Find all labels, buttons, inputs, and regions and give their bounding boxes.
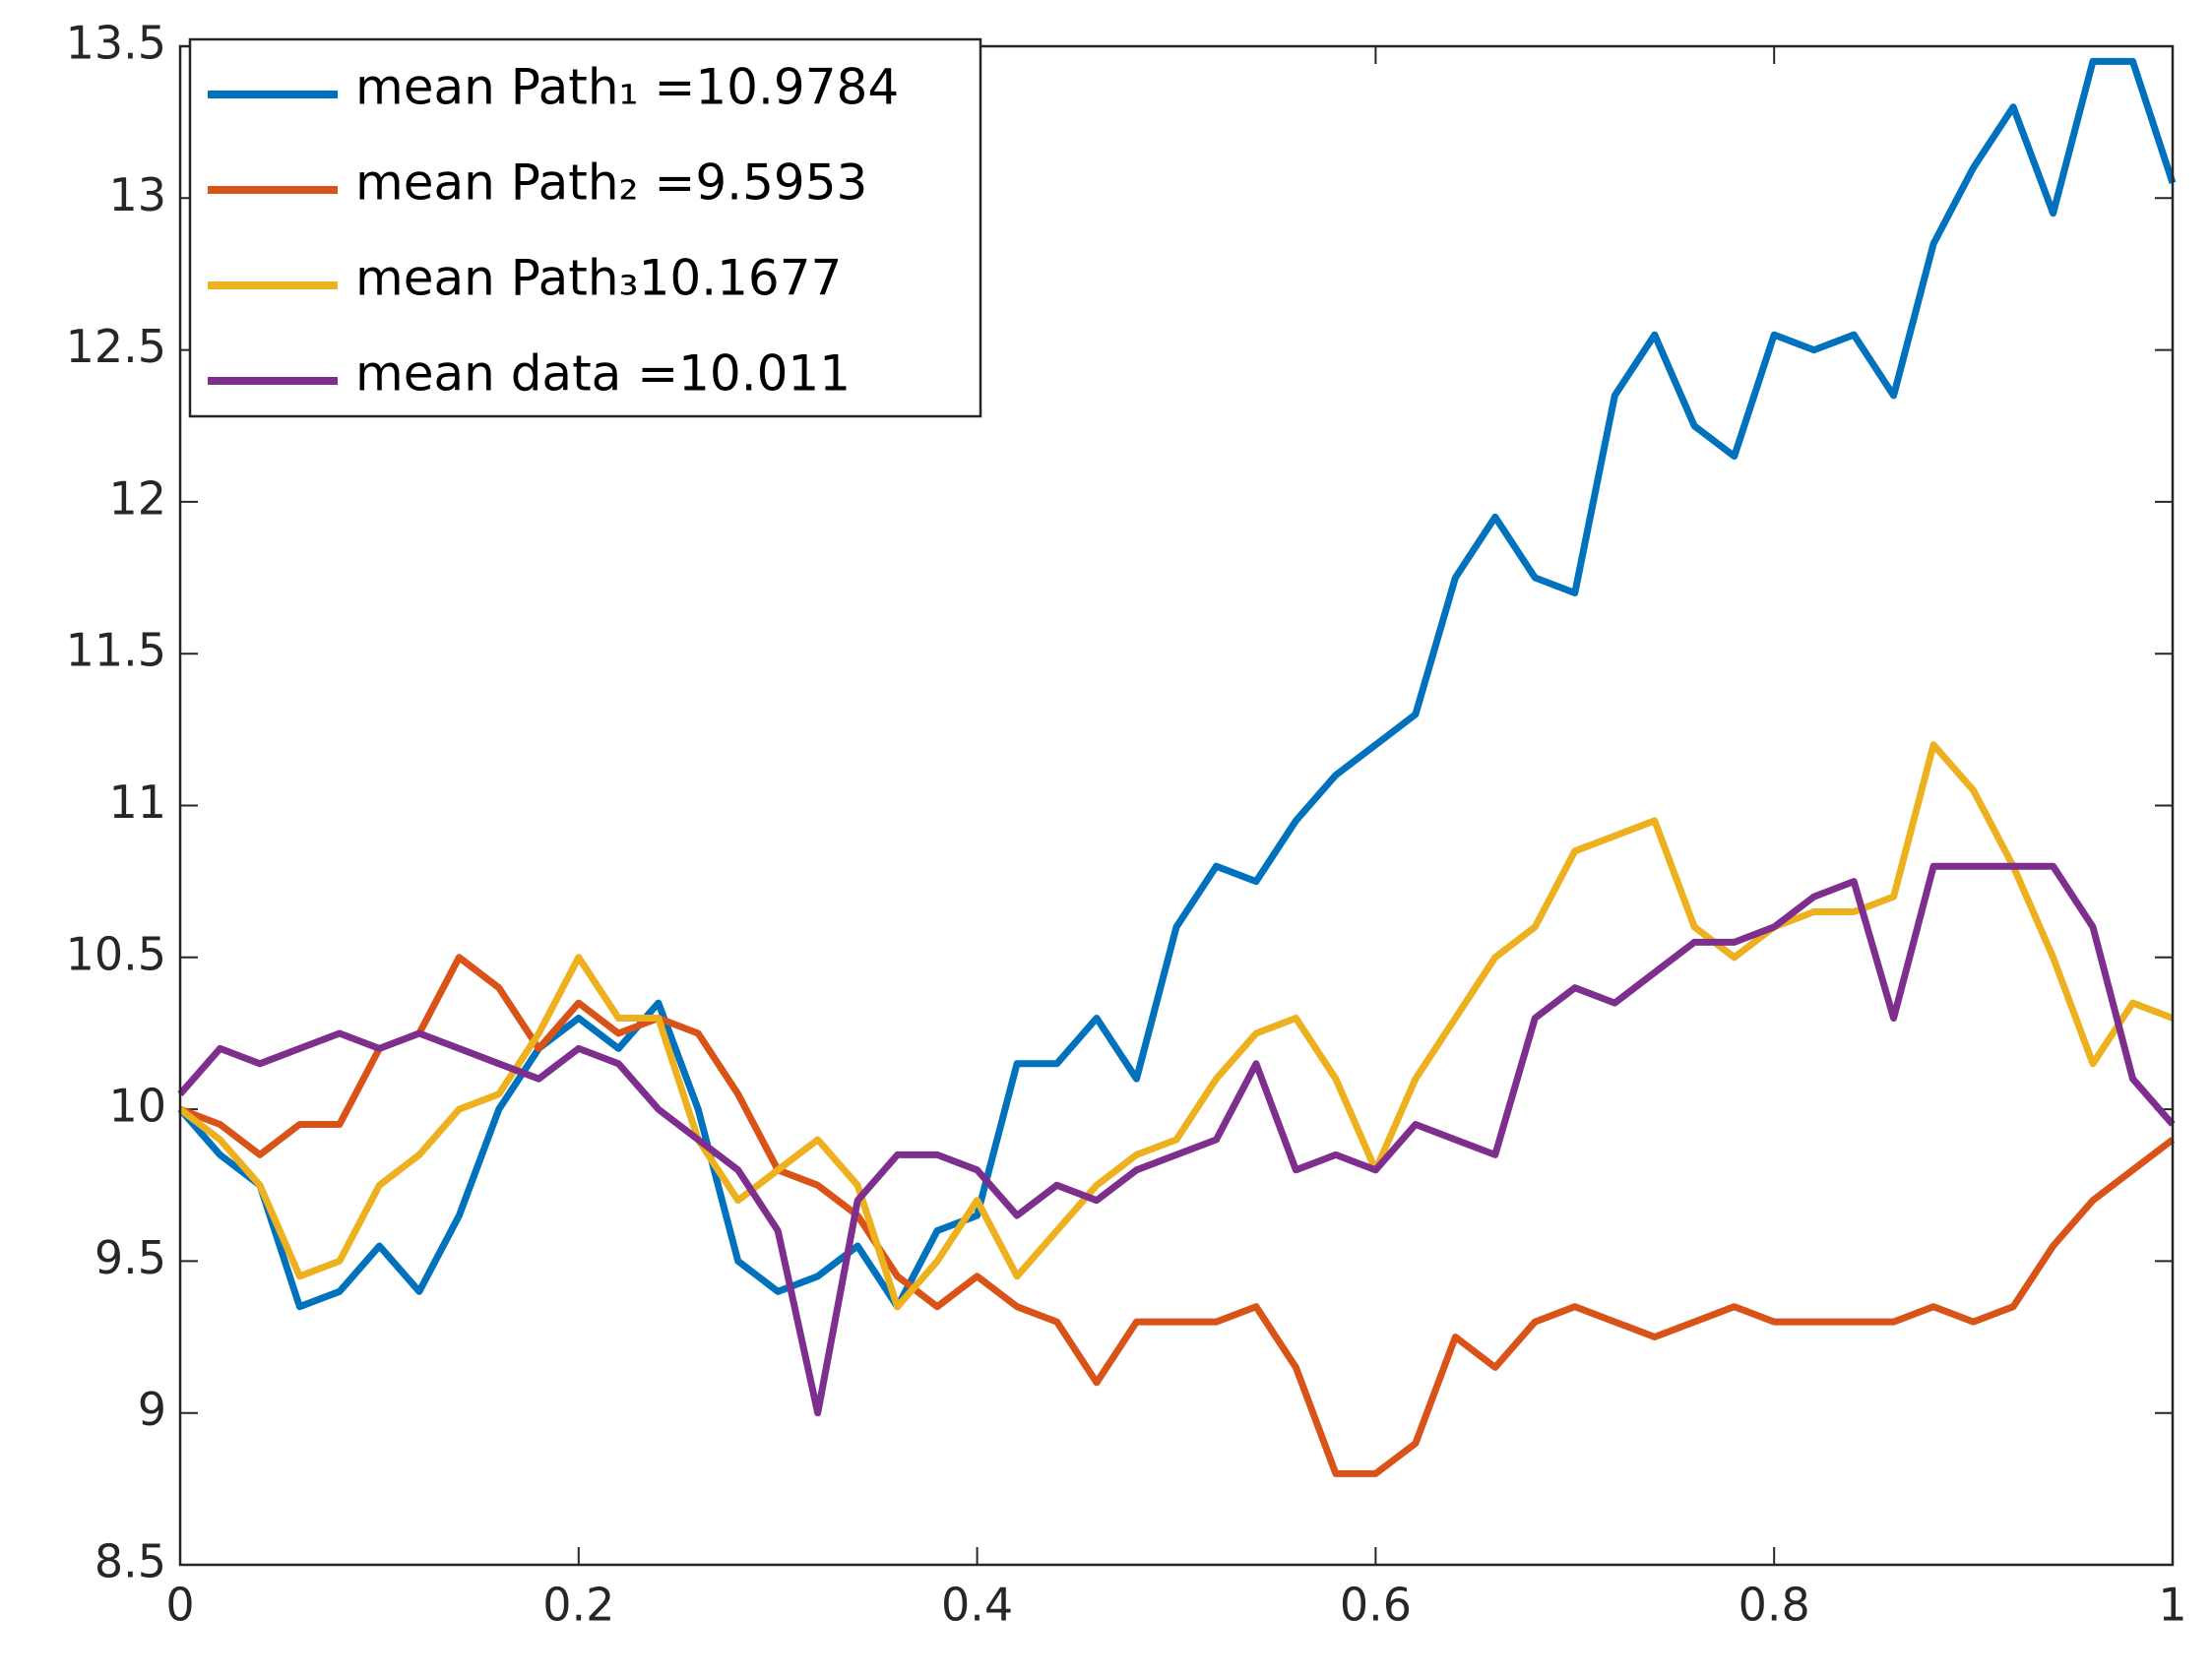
y-tick-label: 8.5 — [95, 1535, 166, 1588]
y-tick-label: 12 — [108, 471, 166, 525]
x-tick-label: 0.2 — [542, 1579, 614, 1632]
y-tick-label: 9.5 — [95, 1231, 166, 1284]
y-tick-label: 13 — [108, 168, 166, 221]
data-line — [178, 954, 2176, 1477]
y-tick-label: 9 — [138, 1383, 166, 1436]
y-tick-label: 11.5 — [66, 624, 166, 677]
x-tick-label: 0.4 — [941, 1579, 1013, 1632]
x-tick-label: 0.8 — [1738, 1579, 1810, 1632]
y-tick-label: 10 — [108, 1080, 166, 1133]
y-tick-label: 12.5 — [66, 320, 166, 373]
x-tick-label: 0.6 — [1340, 1579, 1412, 1632]
legend-box — [188, 37, 982, 418]
x-tick-label: 1 — [2158, 1579, 2186, 1632]
data-line — [177, 741, 2175, 1311]
data-line — [177, 57, 2177, 1311]
legend-label: mean Path₃10.1677 — [355, 250, 842, 307]
y-tick-label: 13.5 — [66, 17, 166, 70]
legend-label: mean data =10.011 — [355, 345, 851, 403]
data-line — [177, 862, 2176, 1417]
y-tick-label: 11 — [108, 776, 166, 829]
axes-box — [178, 44, 2175, 1567]
legend-label: mean Path₂ =9.5953 — [355, 155, 867, 212]
y-tick-label: 10.5 — [66, 927, 166, 980]
x-tick-label: 0 — [165, 1579, 194, 1632]
legend-label: mean Path₁ =10.9784 — [355, 59, 899, 116]
